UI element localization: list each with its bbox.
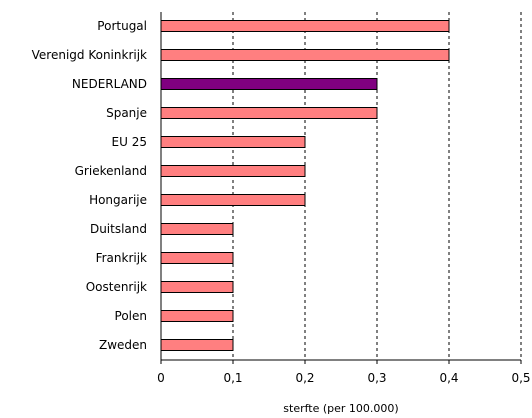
category-label: Spanje — [106, 106, 147, 120]
bar — [160, 223, 234, 235]
category-label: Verenigd Koninkrijk — [32, 48, 147, 62]
category-labels: Portugal Verenigd Koninkrijk NEDERLAND Span… — [32, 19, 147, 352]
x-tick-label: 0,4 — [439, 371, 458, 385]
category-label: Frankrijk — [96, 251, 147, 265]
bar — [160, 165, 306, 177]
category-label: EU 25 — [112, 135, 147, 149]
bar-highlight — [160, 78, 378, 90]
bar-series — [160, 20, 450, 351]
bar — [160, 194, 306, 206]
category-label: NEDERLAND — [72, 77, 147, 91]
category-label: Hongarije — [89, 193, 147, 207]
bar — [160, 20, 450, 32]
category-label: Portugal — [97, 19, 147, 33]
category-label: Griekenland — [75, 164, 147, 178]
bar — [160, 252, 234, 264]
x-tick-label: 0,2 — [295, 371, 314, 385]
bar — [160, 310, 234, 322]
bar — [160, 136, 306, 148]
gridlines — [232, 12, 522, 360]
x-tick-label: 0,3 — [367, 371, 386, 385]
category-label: Zweden — [99, 338, 147, 352]
bar — [160, 339, 234, 351]
bar — [160, 281, 234, 293]
bar — [160, 107, 378, 119]
category-label: Duitsland — [90, 222, 147, 236]
x-tick-label: 0,1 — [223, 371, 242, 385]
category-label: Oostenrijk — [86, 280, 147, 294]
x-axis: 0 0,1 0,2 0,3 0,4 0,5 — [157, 12, 531, 385]
x-tick-label: 0,5 — [511, 371, 530, 385]
x-axis-title: sterfte (per 100.000) — [283, 402, 398, 415]
bar — [160, 49, 450, 61]
x-tick-label: 0 — [157, 371, 165, 385]
category-label: Polen — [115, 309, 147, 323]
